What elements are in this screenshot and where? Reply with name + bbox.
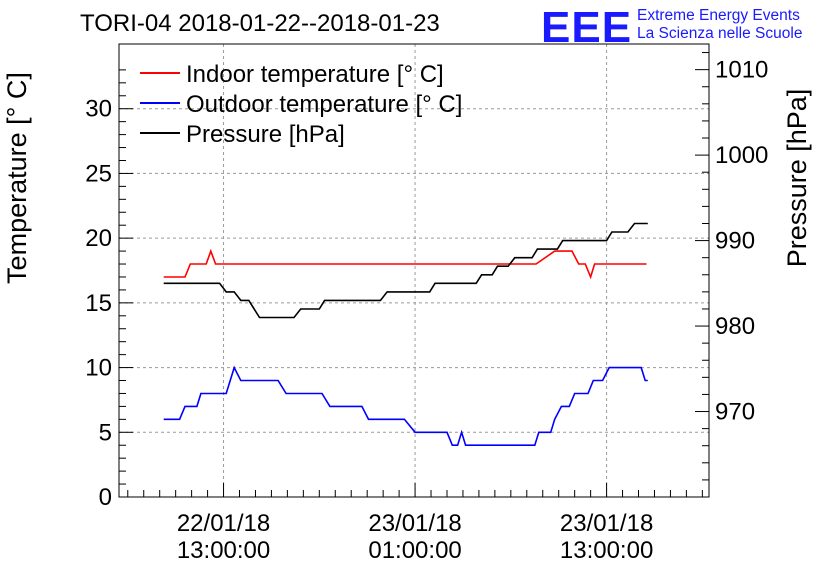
series-layer (163, 222, 648, 447)
y2-tick-label: 980 (715, 313, 755, 340)
y2-tick-label: 970 (715, 399, 755, 426)
eee-logo-line2: La Scienza nelle Scuole (637, 25, 802, 42)
plot-frame (118, 43, 710, 498)
x-tick-label-date: 22/01/18 (177, 510, 270, 537)
outdoor-temperature-line (163, 365, 648, 447)
legend-entry-indoor: Indoor temperature [° C] (140, 61, 444, 88)
legend-label-indoor: Indoor temperature [° C] (186, 61, 444, 88)
chart-title: TORI-04 2018-01-22--2018-01-23 (80, 10, 440, 37)
legend: Indoor temperature [° C] Outdoor tempera… (140, 61, 462, 148)
x-tick-label-time: 13:00:00 (560, 537, 653, 564)
eee-logo: EEE Extreme Energy Events La Scienza nel… (541, 3, 831, 53)
x-tick-label-time: 01:00:00 (368, 537, 461, 564)
eee-logo-line1: Extreme Energy Events (637, 7, 800, 24)
indoor-temperature-line (163, 248, 647, 280)
y2-tick-label: 990 (715, 228, 755, 255)
y2-tick-label: 1000 (715, 142, 768, 169)
y-tick-label: 5 (99, 419, 112, 446)
legend-entry-outdoor: Outdoor temperature [° C] (140, 91, 462, 118)
y-tick-label: 15 (85, 290, 112, 317)
eee-logo-mark: EEE (541, 4, 632, 48)
pressure-line (163, 222, 648, 319)
x-tick-label-date: 23/01/18 (368, 510, 461, 537)
legend-label-pressure: Pressure [hPa] (186, 121, 345, 148)
grid (119, 44, 709, 497)
y-axis-label: Temperature [° C] (2, 72, 32, 284)
y2-tick-label: 1010 (715, 57, 768, 84)
y2-axis-label: Pressure [hPa] (782, 89, 812, 268)
eee-logo-graphic: EEE Extreme Energy Events La Scienza nel… (541, 3, 802, 52)
axes: 0510152025309709809901000101022/01/1813:… (85, 52, 768, 564)
y-tick-label: 30 (85, 96, 112, 123)
x-tick-label-date: 23/01/18 (560, 510, 653, 537)
y-tick-label: 0 (99, 484, 112, 511)
y-tick-label: 25 (85, 160, 112, 187)
legend-entry-pressure: Pressure [hPa] (140, 121, 345, 148)
y-tick-label: 10 (85, 355, 112, 382)
legend-label-outdoor: Outdoor temperature [° C] (186, 91, 462, 118)
y-tick-label: 20 (85, 225, 112, 252)
x-tick-label-time: 13:00:00 (177, 537, 270, 564)
